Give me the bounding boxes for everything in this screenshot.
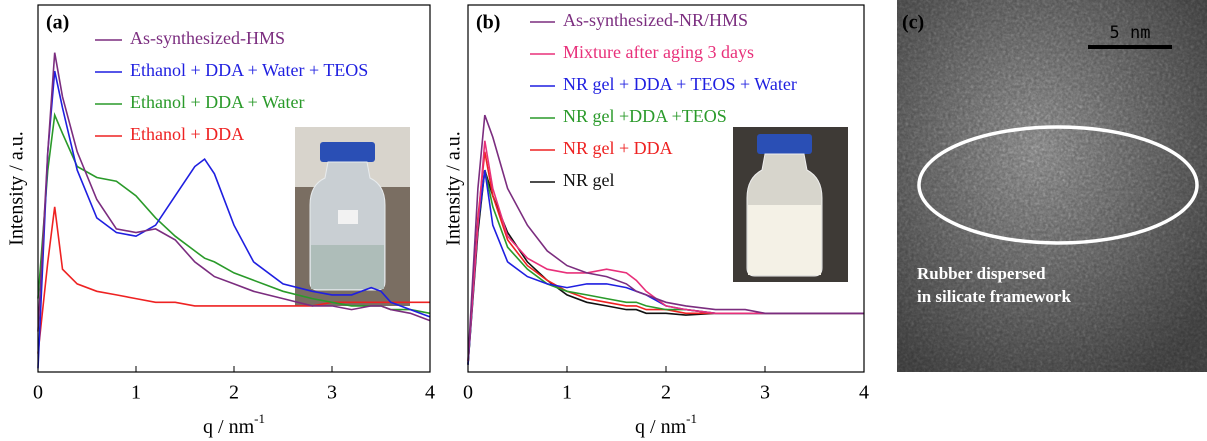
x-tick-label: 3 <box>327 382 337 404</box>
legend-label: As-synthesized-HMS <box>130 28 285 48</box>
inset-photo-a <box>295 127 410 306</box>
x-tick-label: 1 <box>562 382 572 404</box>
x-axis-label-sup: -1 <box>254 411 265 426</box>
x-tick-label: 3 <box>760 382 770 404</box>
x-axis-label-sup: -1 <box>686 411 697 426</box>
legend-label: Ethanol + DDA <box>130 124 244 144</box>
x-axis-label-text: q / nm <box>635 416 687 438</box>
panel-label: (c) <box>902 12 924 34</box>
legend-label: As-synthesized-NR/HMS <box>563 10 748 30</box>
x-axis-label: q / nm-1 <box>203 411 265 438</box>
inset-photo-b <box>733 127 848 282</box>
data-line <box>37 70 431 369</box>
legend-label: Ethanol + DDA + Water + TEOS <box>130 60 368 80</box>
legend-label: NR gel + DDA + TEOS + Water <box>563 74 797 94</box>
legend-label: NR gel <box>563 170 615 190</box>
x-axis-label-text: q / nm <box>203 416 255 438</box>
legend-label: Mixture after aging 3 days <box>563 42 754 62</box>
panel-label: (b) <box>476 12 500 34</box>
x-tick-label: 2 <box>229 382 239 404</box>
data-line <box>37 52 431 332</box>
caption: Rubber dispersed <box>917 264 1046 283</box>
data-line <box>37 206 430 354</box>
caption: in silicate framework <box>917 287 1071 306</box>
data-line <box>467 114 864 362</box>
scale-bar-label: 5 nm <box>1110 23 1151 43</box>
legend-label: NR gel + DDA <box>563 138 673 158</box>
y-axis-label: Intensity / a.u. <box>443 131 465 245</box>
x-tick-label: 4 <box>425 382 435 404</box>
x-axis-label: q / nm-1 <box>635 411 697 438</box>
y-axis-label: Intensity / a.u. <box>6 131 28 245</box>
legend-label: NR gel +DDA +TEOS <box>563 106 727 126</box>
x-tick-label: 4 <box>859 382 869 404</box>
legend-label: Ethanol + DDA + Water <box>130 92 305 112</box>
x-tick-label: 1 <box>131 382 141 404</box>
panel-label: (a) <box>46 12 69 34</box>
tem-image <box>897 0 1207 372</box>
x-tick-label: 0 <box>33 382 43 404</box>
x-tick-label: 0 <box>463 382 473 404</box>
x-tick-label: 2 <box>661 382 671 404</box>
